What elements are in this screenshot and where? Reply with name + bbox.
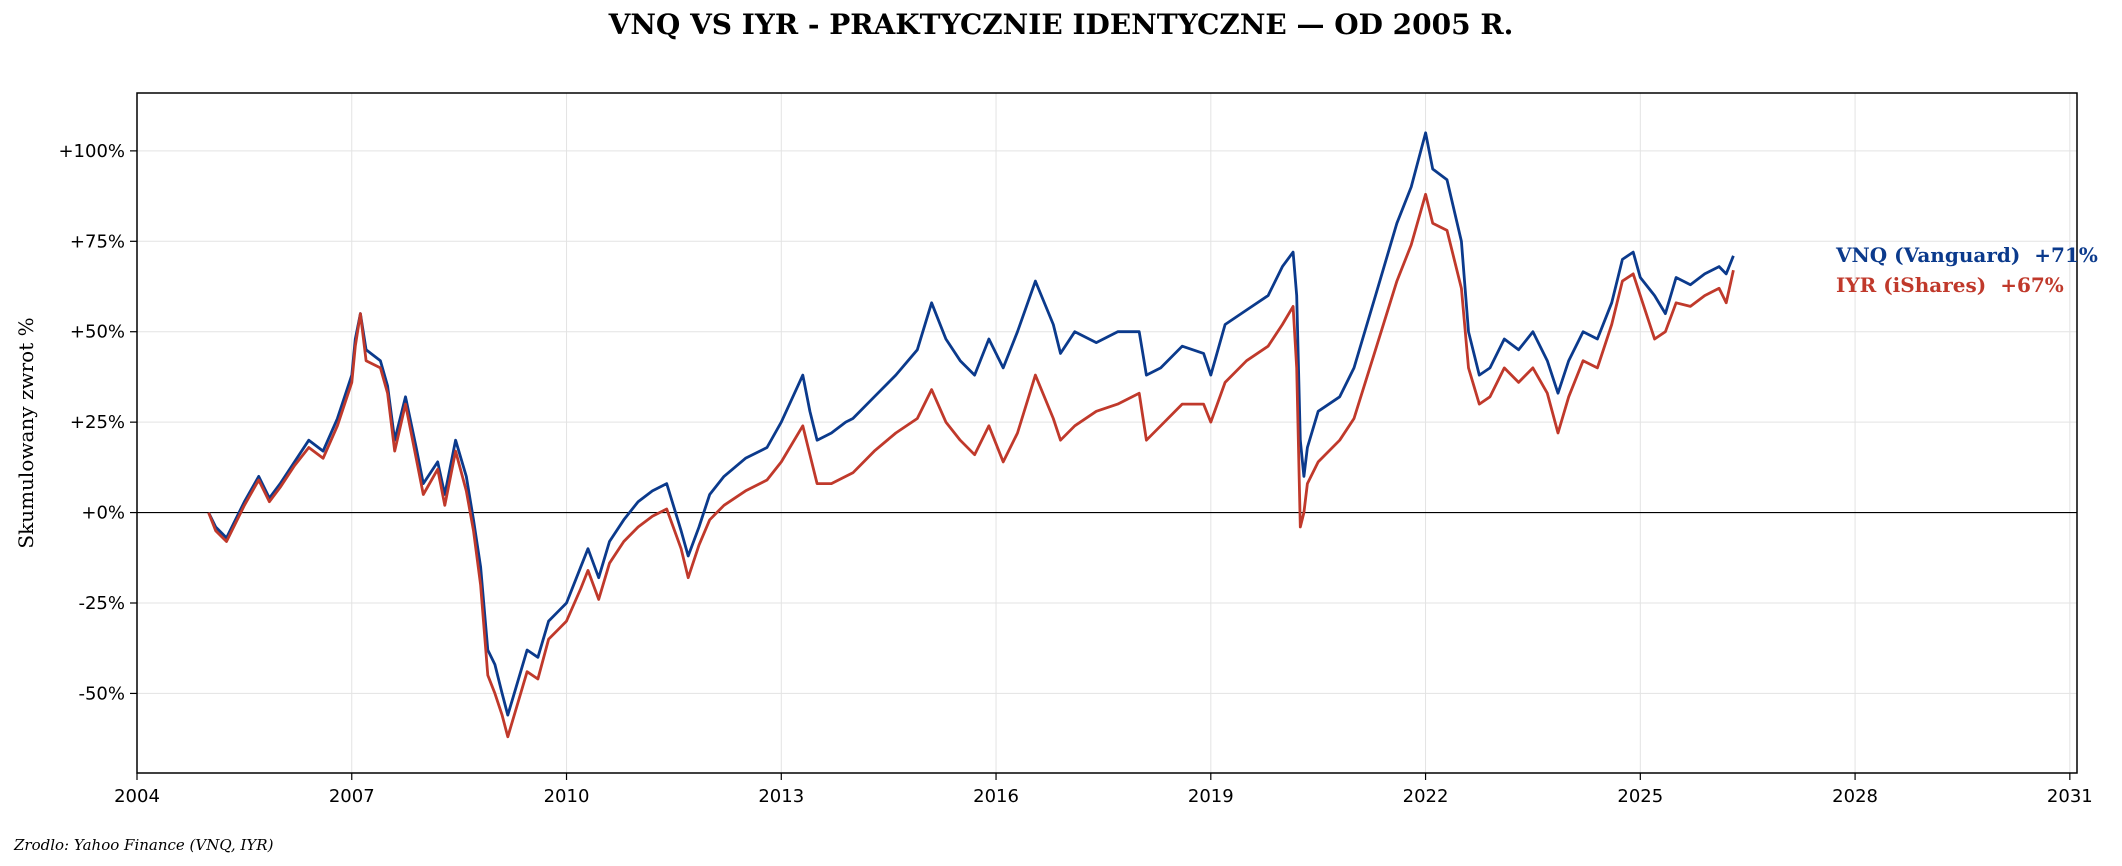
x-tick-label: 2022 bbox=[1403, 786, 1449, 807]
legend-series-value: +71% bbox=[2034, 243, 2098, 267]
y-tick-label: -50% bbox=[78, 683, 125, 704]
plot-frame bbox=[136, 92, 2078, 774]
x-tick-label: 2028 bbox=[1832, 786, 1878, 807]
grid bbox=[136, 93, 2077, 773]
x-tick-label: 2016 bbox=[973, 786, 1019, 807]
x-tick-label: 2025 bbox=[1617, 786, 1663, 807]
y-tick-label: +25% bbox=[70, 412, 125, 433]
legend: VNQ (Vanguard) +71% IYR (iShares) +67% bbox=[1835, 243, 2098, 297]
chart-title: VNQ VS IYR - PRAKTYCZNIE IDENTYCZNE — OD… bbox=[608, 8, 1514, 41]
legend-series-name: VNQ (Vanguard) bbox=[1835, 243, 2020, 267]
y-axis-label: Skumulowany zwrot % bbox=[14, 317, 38, 548]
series-line-vnq bbox=[207, 131, 1735, 717]
x-tick-label: 2010 bbox=[544, 786, 590, 807]
y-tick-label: +100% bbox=[58, 141, 125, 162]
x-tick-label: 2013 bbox=[758, 786, 804, 807]
x-tick-label: 2019 bbox=[1188, 786, 1234, 807]
y-axis: -50% -25% +0% +25% +50% +75% +100% bbox=[58, 141, 137, 704]
y-tick-label: +75% bbox=[70, 231, 125, 252]
legend-series-value: +67% bbox=[2000, 273, 2064, 297]
legend-entry-vnq: VNQ (Vanguard) +71% bbox=[1835, 243, 2098, 267]
x-tick-label: 2007 bbox=[329, 786, 375, 807]
y-tick-label: +50% bbox=[70, 322, 125, 343]
x-axis: 2004 2007 2010 2013 2016 2019 2022 2025 2028 2031 bbox=[114, 773, 2093, 807]
source-note: Zrodlo: Yahoo Finance (VNQ, IYR) bbox=[13, 836, 274, 854]
series-line-iyr bbox=[207, 192, 1735, 739]
y-tick-label: +0% bbox=[81, 503, 125, 524]
series-layer bbox=[207, 131, 1735, 739]
y-tick-label: -25% bbox=[78, 593, 125, 614]
x-tick-label: 2004 bbox=[114, 786, 160, 807]
legend-entry-iyr: IYR (iShares) +67% bbox=[1836, 273, 2064, 297]
legend-series-name: IYR (iShares) bbox=[1836, 273, 1986, 297]
x-tick-label: 2031 bbox=[2047, 786, 2093, 807]
